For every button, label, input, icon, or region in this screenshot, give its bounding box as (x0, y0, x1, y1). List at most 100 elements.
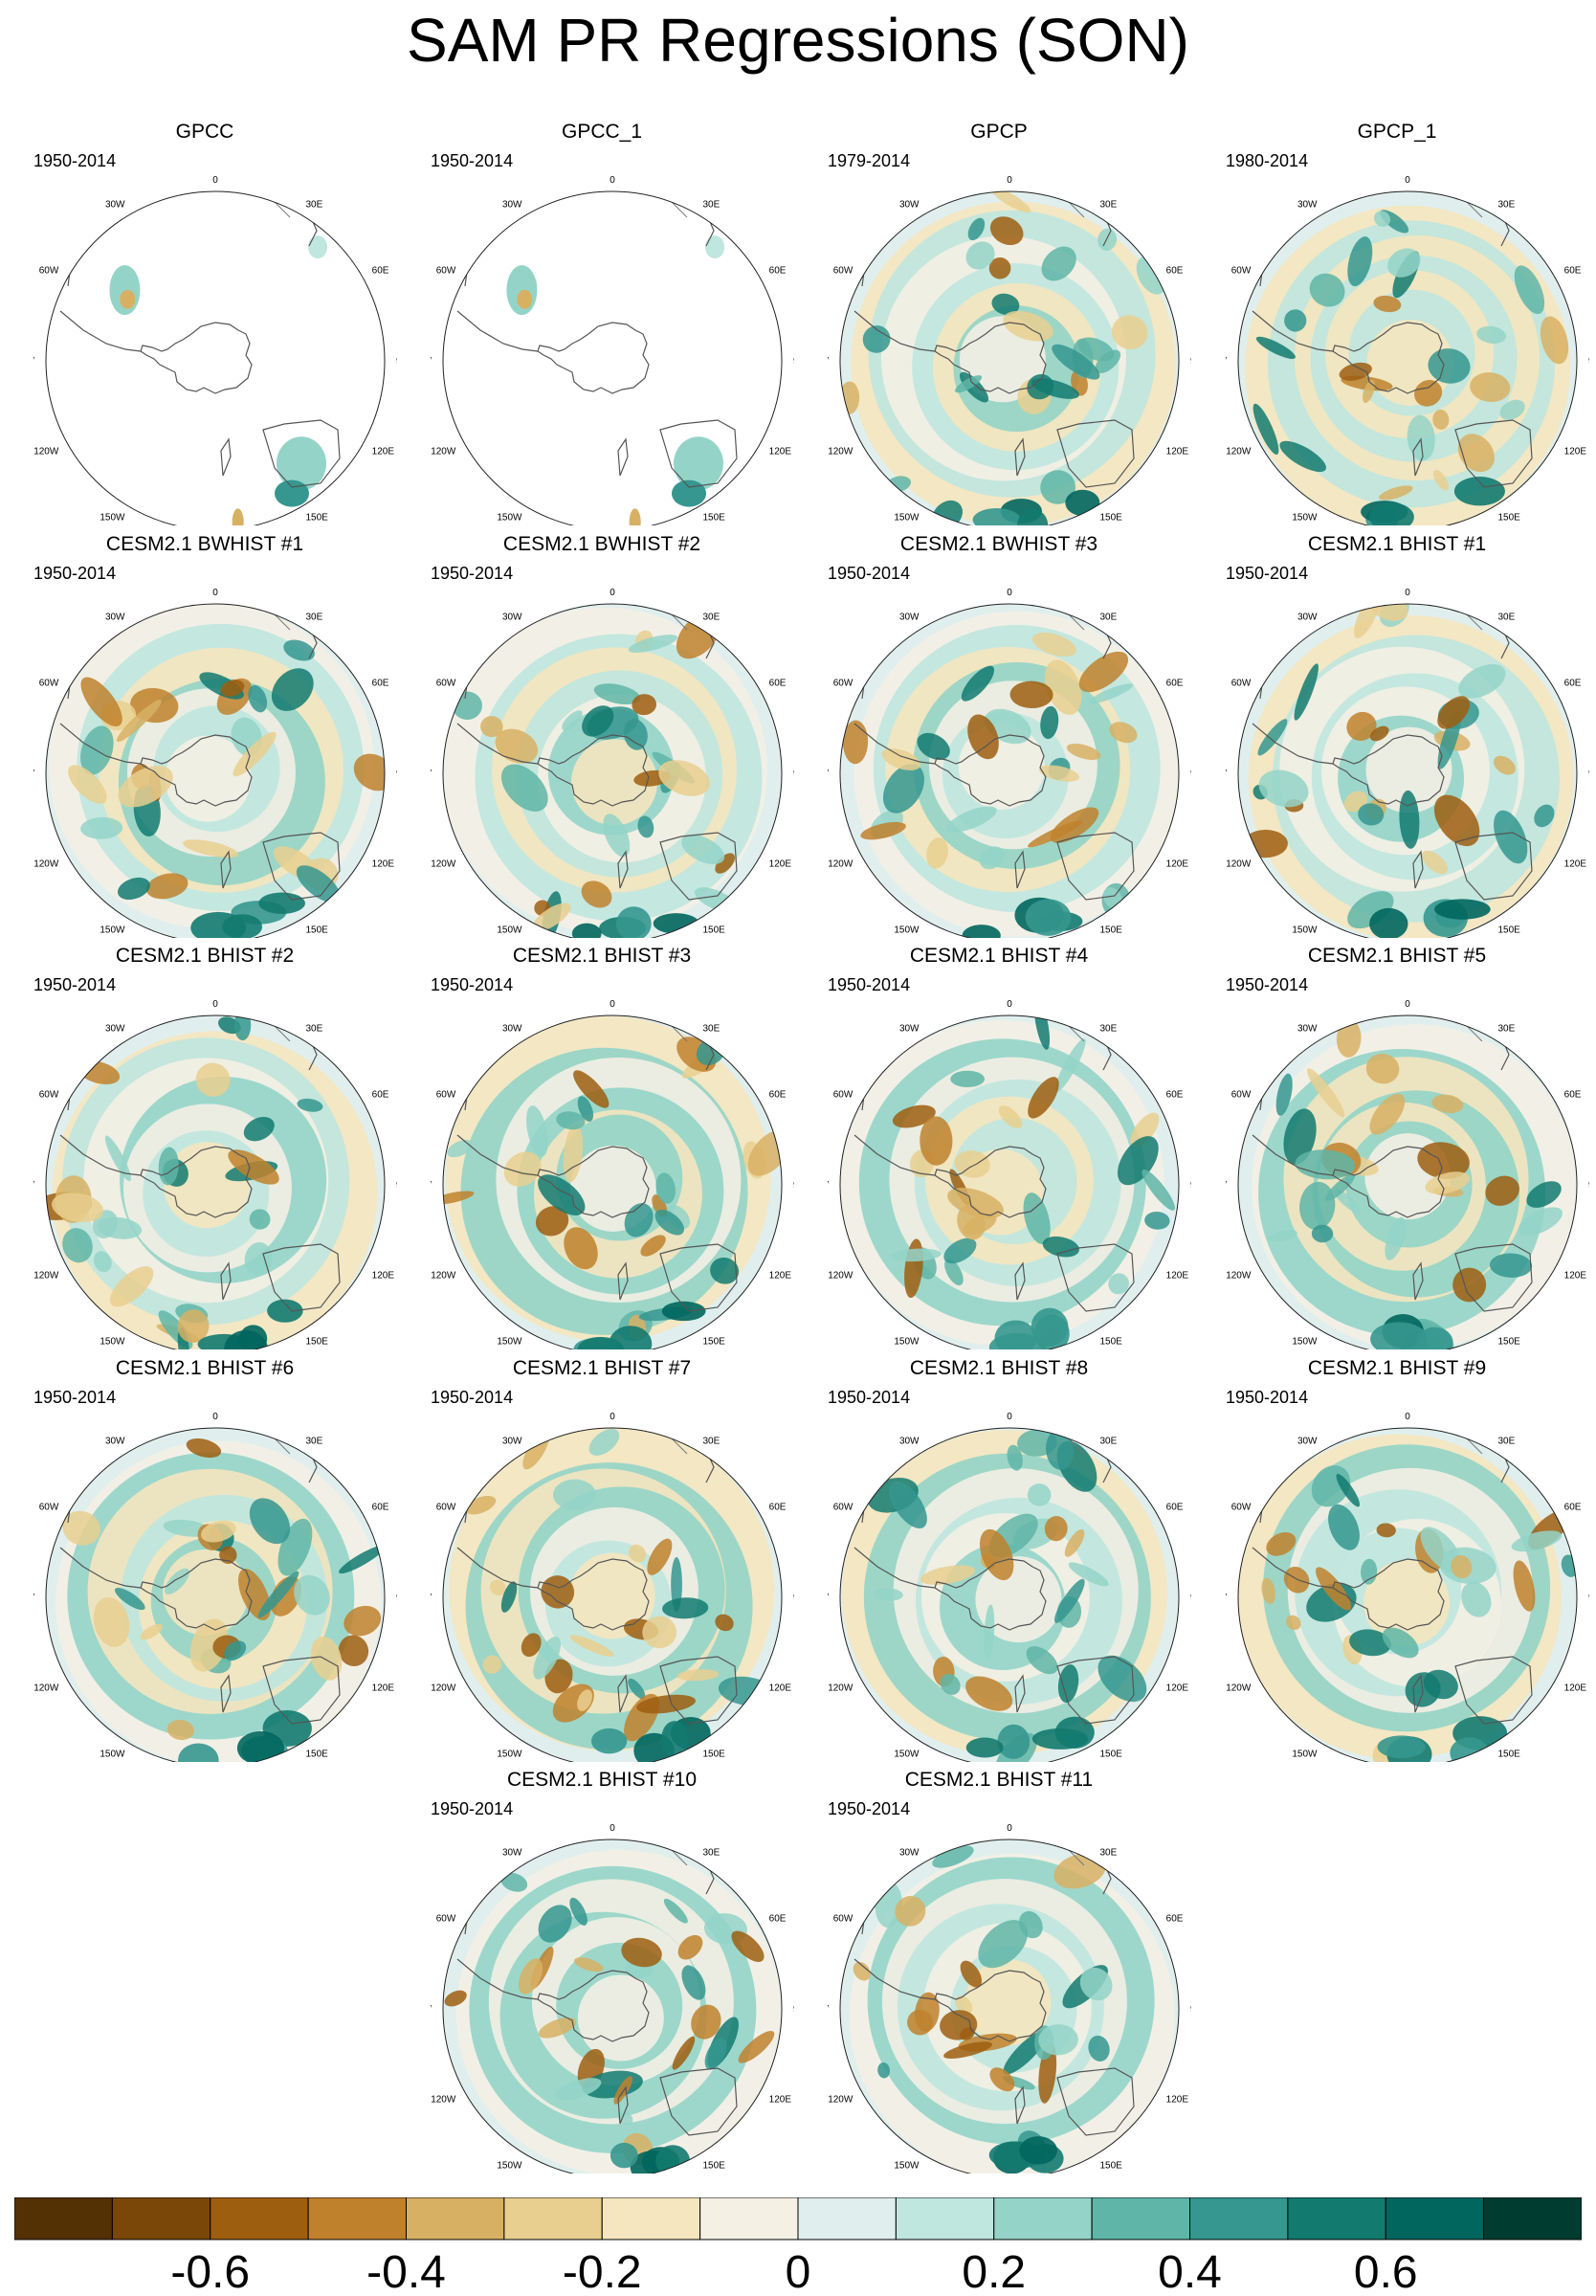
longitude-label: 90E (1190, 2004, 1191, 2015)
longitude-label: 90E (1588, 1593, 1589, 1603)
map-panel: CESM2.1 BHIST #10030E60E90E120E150E18015… (410, 1768, 794, 2173)
longitude-label: 90E (793, 1593, 794, 1603)
map-panel: GPCP_1030E60E90E120E150E180150W120W90W60… (1206, 120, 1589, 525)
polar-map: 030E60E90E120E150E180150W120W90W60W30W (828, 1823, 1191, 2173)
colorbar-tick-label: 0.2 (962, 2247, 1026, 2293)
longitude-label: 60E (372, 1090, 389, 1101)
longitude-label: 60E (372, 679, 389, 689)
longitude-label: 60E (1564, 266, 1582, 277)
longitude-label: 60W (436, 266, 456, 277)
longitude-label: 60E (1166, 266, 1184, 277)
colorbar-swatch (14, 2197, 113, 2240)
longitude-label: 120E (769, 447, 792, 457)
longitude-label: 150W (100, 513, 125, 524)
longitude-label: 0 (1405, 1412, 1410, 1422)
polar-map: 030E60E90E120E150E180150W120W90W60W30W (431, 999, 794, 1349)
longitude-label: 60E (1564, 1503, 1582, 1513)
longitude-label: 150E (1498, 1750, 1521, 1760)
longitude-label: 0 (610, 175, 615, 186)
polar-map: 030E60E90E120E150E180150W120W90W60W30W (828, 175, 1191, 525)
longitude-label: 0 (212, 999, 218, 1010)
longitude-label: 150E (1100, 925, 1123, 936)
longitude-label: 90W (1226, 356, 1228, 367)
longitude-label: 120W (1226, 1683, 1252, 1694)
longitude-label: 120W (828, 2095, 853, 2106)
longitude-label: 60E (1166, 1503, 1184, 1513)
longitude-label: 30E (703, 1436, 720, 1446)
longitude-label: 90W (33, 1180, 35, 1191)
longitude-label: 0 (1405, 588, 1410, 598)
colorbar-tick-label: -0.2 (563, 2247, 642, 2293)
colorbar-swatch (1189, 2197, 1289, 2240)
panel-title: CESM2.1 BHIST #7 (512, 1357, 692, 1379)
longitude-label: 0 (1007, 1823, 1012, 1834)
polar-map: 030E60E90E120E150E180150W120W90W60W30W (33, 1412, 397, 1762)
longitude-label: 30W (899, 612, 920, 622)
longitude-label: 150E (306, 1337, 329, 1348)
polar-map: 030E60E90E120E150E180150W120W90W60W30W (1226, 175, 1589, 525)
longitude-label: 60E (372, 1503, 389, 1513)
longitude-label: 120E (769, 1271, 792, 1282)
panel-period: 1950-2014 (1226, 975, 1309, 994)
longitude-label: 60E (769, 1914, 787, 1925)
longitude-label: 150W (100, 925, 125, 936)
longitude-label: 30W (502, 1847, 522, 1858)
longitude-label: 90E (793, 769, 794, 779)
longitude-label: 60W (436, 1090, 456, 1101)
longitude-label: 150E (306, 513, 329, 524)
longitude-label: 60W (1231, 1503, 1252, 1513)
longitude-label: 30W (1297, 1436, 1318, 1446)
longitude-label: 120W (1226, 1271, 1252, 1282)
longitude-label: 60W (833, 1090, 853, 1101)
longitude-label: 150W (1292, 925, 1318, 936)
longitude-label: 120W (828, 1683, 853, 1694)
longitude-label: 30W (105, 199, 125, 210)
panel-title: CESM2.1 BWHIST #1 (105, 533, 304, 555)
longitude-label: 60E (769, 1090, 787, 1101)
longitude-label: 60W (39, 1090, 59, 1101)
longitude-label: 150E (1100, 513, 1123, 524)
longitude-label: 60W (1231, 1090, 1252, 1101)
longitude-label: 90E (793, 2004, 794, 2015)
longitude-label: 60E (1166, 1914, 1184, 1925)
longitude-label: 120E (1564, 1683, 1587, 1694)
polar-map: 030E60E90E120E150E180150W120W90W60W30W (431, 1823, 794, 2173)
longitude-label: 60E (1564, 679, 1582, 689)
longitude-label: 90W (431, 356, 432, 367)
longitude-label: 90E (793, 356, 794, 367)
longitude-label: 90W (828, 1180, 830, 1191)
longitude-label: 30E (1100, 1023, 1118, 1034)
longitude-label: 60W (436, 1503, 456, 1513)
longitude-label: 120E (1564, 859, 1587, 870)
longitude-label: 150E (703, 513, 726, 524)
polar-map: 030E60E90E120E150E180150W120W90W60W30W (33, 588, 397, 938)
longitude-label: 120E (769, 859, 792, 870)
longitude-label: 150E (1498, 513, 1521, 524)
colorbar-tick-label: -0.6 (170, 2247, 250, 2293)
longitude-label: 90W (431, 2004, 432, 2015)
longitude-label: 120W (33, 1271, 59, 1282)
longitude-label: 30E (1498, 1436, 1516, 1446)
longitude-label: 30E (1498, 612, 1516, 622)
longitude-label: 60W (833, 679, 853, 689)
longitude-label: 120E (372, 1683, 395, 1694)
longitude-label: 30W (105, 1023, 125, 1034)
longitude-label: 120E (1166, 447, 1189, 457)
longitude-label: 90W (1226, 1593, 1228, 1603)
longitude-label: 120W (33, 859, 59, 870)
longitude-label: 120W (828, 447, 853, 457)
longitude-label: 0 (610, 1823, 615, 1834)
panel-period: 1950-2014 (828, 1799, 911, 1818)
panel-period: 1950-2014 (431, 1388, 514, 1407)
longitude-label: 30E (1100, 1436, 1118, 1446)
longitude-label: 90W (828, 2004, 830, 2015)
longitude-label: 30E (306, 1436, 323, 1446)
longitude-label: 0 (1007, 999, 1012, 1010)
longitude-label: 150E (306, 925, 329, 936)
longitude-label: 150W (497, 1750, 522, 1760)
colorbar-swatch (307, 2197, 407, 2240)
longitude-label: 60W (39, 679, 59, 689)
map-panel: CESM2.1 BHIST #1030E60E90E120E150E180150… (1206, 532, 1589, 938)
longitude-label: 120E (372, 447, 395, 457)
panel-title: CESM2.1 BHIST #2 (115, 945, 295, 967)
